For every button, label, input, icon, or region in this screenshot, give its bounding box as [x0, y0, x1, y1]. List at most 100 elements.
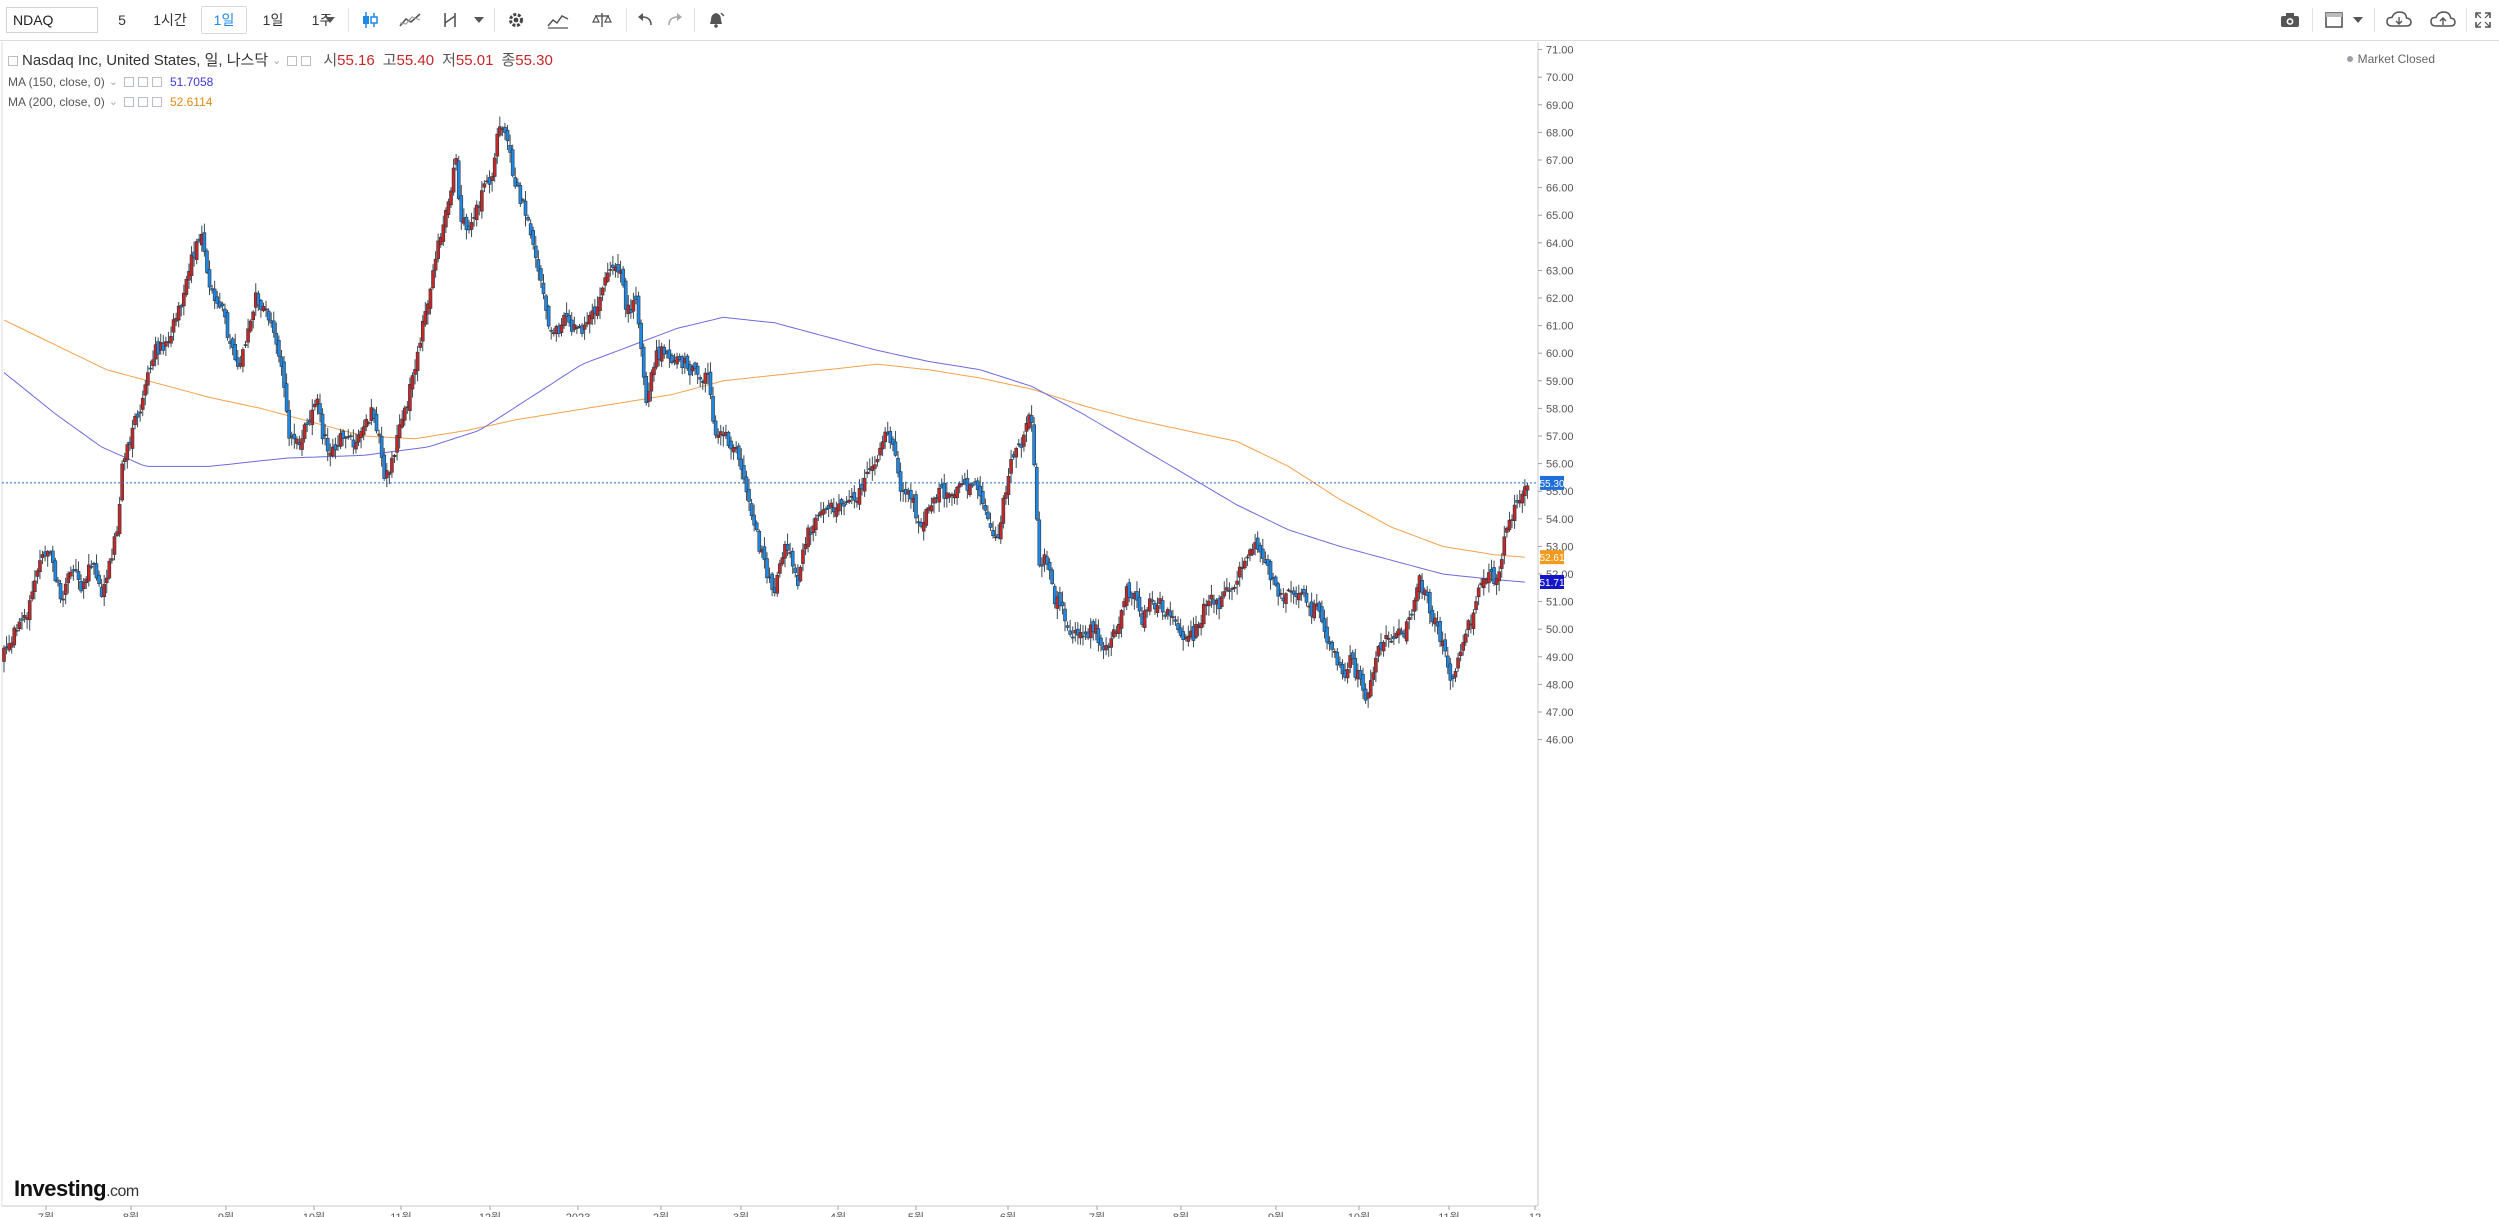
- candle-body: [847, 499, 852, 503]
- candle: [89, 560, 94, 569]
- chevron-down-icon[interactable]: ⌄: [108, 96, 118, 108]
- layout-icon[interactable]: [2318, 6, 2350, 34]
- candle: [215, 290, 220, 309]
- compare-icon[interactable]: [540, 6, 576, 34]
- candle-body: [266, 310, 271, 321]
- candle: [1171, 609, 1175, 625]
- candle-body: [736, 445, 741, 460]
- current-price-label-bg: [1540, 475, 1564, 490]
- price-chart[interactable]: 71.00 70.00 69.00 68.00 67.00 66.00 65.00 64.00…: [0, 41, 2499, 1217]
- candle-body: [1186, 635, 1191, 642]
- logo-main: Investing: [14, 1176, 107, 1201]
- candle: [225, 310, 230, 341]
- scale-icon[interactable]: [584, 6, 620, 34]
- gear-icon[interactable]: [498, 6, 534, 34]
- candle-body: [1463, 633, 1468, 643]
- chevron-down-icon[interactable]: ⌄: [272, 55, 282, 67]
- close-icon[interactable]: [151, 77, 162, 87]
- time-tick-label: 9월: [218, 1211, 234, 1217]
- candle-body: [300, 438, 304, 450]
- candle-body: [1453, 671, 1458, 678]
- settings-small-icon[interactable]: [137, 97, 148, 107]
- candle: [1045, 550, 1049, 570]
- candle: [1232, 584, 1237, 593]
- drawing-dropdown-icon[interactable]: [468, 6, 490, 34]
- candle: [862, 469, 867, 497]
- candle-body: [1507, 519, 1512, 531]
- symbol-input[interactable]: [6, 7, 98, 33]
- candle: [1381, 640, 1386, 657]
- alert-icon[interactable]: [698, 6, 734, 34]
- candle-body: [1461, 642, 1466, 651]
- candle-body: [74, 569, 78, 571]
- interval-1h[interactable]: 1시간: [153, 12, 187, 28]
- candle-body: [1243, 560, 1247, 569]
- candle: [338, 428, 343, 450]
- interval-1w[interactable]: 1주: [311, 12, 333, 28]
- candle-body: [526, 216, 530, 221]
- settings-small-icon[interactable]: [301, 56, 312, 66]
- candle-body: [38, 560, 42, 573]
- candle-body: [1032, 424, 1036, 466]
- camera-icon[interactable]: [2272, 6, 2308, 34]
- candle: [12, 625, 17, 648]
- candle-body: [58, 583, 63, 600]
- candle: [986, 505, 990, 521]
- interval-1d[interactable]: 1일: [201, 6, 247, 34]
- candle-body: [1199, 622, 1203, 629]
- candle: [1119, 608, 1124, 638]
- candle: [824, 506, 828, 514]
- candle: [644, 371, 649, 406]
- candlestick-icon[interactable]: [352, 6, 388, 34]
- candle-body: [533, 245, 538, 258]
- candle-body: [282, 361, 286, 388]
- candle-body: [1230, 588, 1234, 590]
- interval-dropdown-icon[interactable]: [316, 6, 344, 34]
- candle: [539, 265, 543, 288]
- ma200-label: MA (200, close, 0): [8, 95, 105, 109]
- price-tick-label: 69.00: [1546, 100, 1574, 112]
- drawing-tools-icon[interactable]: [432, 6, 468, 34]
- chart-area[interactable]: 71.00 70.00 69.00 68.00 67.00 66.00 65.00 64.00…: [0, 41, 2499, 1217]
- settings-small-icon[interactable]: [137, 77, 148, 87]
- chevron-down-icon[interactable]: ⌄: [108, 76, 118, 88]
- candle: [125, 442, 130, 469]
- interval-1d-alt[interactable]: 1일: [262, 12, 284, 28]
- time-tick-label: 2월: [653, 1211, 669, 1217]
- visibility-icon[interactable]: [123, 97, 134, 107]
- candle-body: [292, 433, 297, 440]
- candle: [1505, 526, 1509, 538]
- candle: [1348, 645, 1352, 674]
- candle-body: [331, 446, 335, 457]
- candle-body: [1371, 672, 1376, 680]
- candle-body: [873, 464, 877, 469]
- candle-body: [81, 582, 86, 590]
- close-icon[interactable]: [151, 97, 162, 107]
- cloud-load-icon[interactable]: [2380, 6, 2418, 34]
- visibility-icon[interactable]: [123, 77, 134, 87]
- layout-dropdown-icon[interactable]: [2348, 6, 2368, 34]
- candle-body: [852, 492, 857, 501]
- candle-body: [575, 327, 579, 329]
- collapse-icon[interactable]: [8, 56, 18, 66]
- investing-logo[interactable]: Investing.com: [14, 1176, 139, 1202]
- interval-5[interactable]: 5: [118, 12, 126, 28]
- candle-body: [1022, 434, 1026, 447]
- visibility-icon[interactable]: [287, 56, 298, 66]
- fullscreen-icon[interactable]: [2468, 6, 2498, 34]
- cloud-save-icon[interactable]: [2424, 6, 2462, 34]
- candle-body: [675, 356, 679, 365]
- candle: [256, 290, 261, 311]
- legend-main-row: Nasdaq Inc, United States, 일, 나스닥 ⌄ 시 55.…: [8, 50, 553, 72]
- undo-icon[interactable]: [630, 6, 660, 34]
- candle: [1237, 561, 1242, 587]
- candle: [377, 429, 381, 444]
- candle: [446, 198, 451, 219]
- candle-body: [980, 490, 985, 505]
- candle: [184, 275, 189, 297]
- candle: [631, 292, 636, 319]
- candle-body: [171, 319, 176, 333]
- indicators-icon[interactable]: [392, 6, 428, 34]
- redo-icon[interactable]: [660, 6, 690, 34]
- candle: [1502, 525, 1507, 565]
